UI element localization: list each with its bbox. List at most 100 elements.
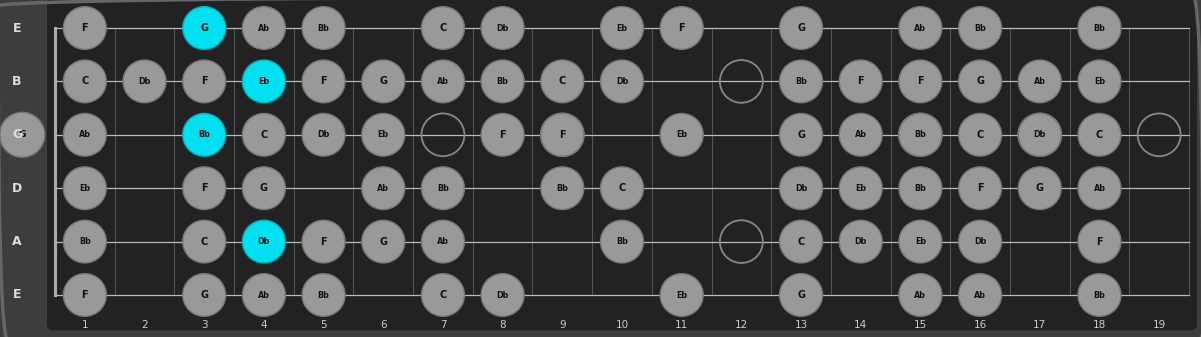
Text: Eb: Eb — [915, 237, 926, 246]
Ellipse shape — [64, 114, 107, 156]
Text: F: F — [679, 23, 685, 33]
Ellipse shape — [183, 274, 226, 316]
Text: G: G — [259, 183, 268, 193]
Text: Db: Db — [795, 184, 807, 193]
Text: Eb: Eb — [258, 77, 269, 86]
Text: Db: Db — [138, 77, 150, 86]
Text: Db: Db — [974, 237, 986, 246]
Ellipse shape — [303, 220, 345, 263]
Text: 6: 6 — [380, 320, 387, 330]
Ellipse shape — [64, 220, 107, 263]
Ellipse shape — [958, 167, 1002, 210]
Text: Bb: Bb — [79, 237, 91, 246]
Ellipse shape — [1018, 114, 1062, 156]
Ellipse shape — [482, 60, 524, 103]
Text: Bb: Bb — [497, 77, 508, 86]
Text: C: C — [201, 237, 208, 247]
Text: Bb: Bb — [317, 24, 329, 32]
Text: 1: 1 — [82, 320, 88, 330]
Text: C: C — [558, 76, 566, 86]
Ellipse shape — [303, 7, 345, 49]
Text: 13: 13 — [794, 320, 808, 330]
Ellipse shape — [958, 60, 1002, 103]
Ellipse shape — [243, 220, 286, 263]
Text: Ab: Ab — [1093, 184, 1105, 193]
Text: C: C — [82, 76, 89, 86]
Text: F: F — [201, 76, 208, 86]
Ellipse shape — [183, 114, 226, 156]
Ellipse shape — [779, 114, 823, 156]
Text: Bb: Bb — [1094, 24, 1105, 32]
Ellipse shape — [898, 220, 942, 263]
Ellipse shape — [482, 114, 524, 156]
Ellipse shape — [1078, 220, 1121, 263]
Ellipse shape — [1078, 60, 1121, 103]
Ellipse shape — [898, 7, 942, 49]
Text: Ab: Ab — [1034, 77, 1046, 86]
Ellipse shape — [0, 112, 44, 157]
Ellipse shape — [422, 60, 465, 103]
Ellipse shape — [600, 7, 644, 49]
Text: C: C — [797, 237, 805, 247]
Text: G: G — [797, 290, 805, 300]
Ellipse shape — [779, 7, 823, 49]
Text: 5: 5 — [321, 320, 327, 330]
Text: F: F — [201, 183, 208, 193]
Text: Db: Db — [258, 237, 270, 246]
Text: Bb: Bb — [198, 130, 210, 139]
Ellipse shape — [1078, 7, 1121, 49]
Text: 8: 8 — [500, 320, 506, 330]
Text: Eb: Eb — [1094, 77, 1105, 86]
Text: F: F — [321, 76, 327, 86]
Text: F: F — [918, 76, 924, 86]
Ellipse shape — [362, 167, 405, 210]
Text: F: F — [500, 130, 506, 140]
Text: Db: Db — [317, 130, 330, 139]
Text: Bb: Bb — [556, 184, 568, 193]
Text: G: G — [201, 290, 208, 300]
Ellipse shape — [839, 114, 883, 156]
Text: G: G — [797, 130, 805, 140]
Text: Ab: Ab — [377, 184, 389, 193]
Ellipse shape — [540, 167, 584, 210]
Text: F: F — [976, 183, 984, 193]
Text: E: E — [13, 288, 22, 302]
Ellipse shape — [661, 274, 703, 316]
Ellipse shape — [1078, 167, 1121, 210]
Ellipse shape — [183, 220, 226, 263]
Ellipse shape — [958, 274, 1002, 316]
Text: 18: 18 — [1093, 320, 1106, 330]
Ellipse shape — [243, 167, 286, 210]
Text: Eb: Eb — [676, 290, 687, 300]
Text: Ab: Ab — [437, 237, 449, 246]
Text: 2: 2 — [142, 320, 148, 330]
Text: C: C — [619, 183, 626, 193]
Ellipse shape — [183, 7, 226, 49]
Text: C: C — [976, 130, 984, 140]
Ellipse shape — [243, 7, 286, 49]
Ellipse shape — [1078, 114, 1121, 156]
Ellipse shape — [482, 7, 524, 49]
Ellipse shape — [243, 274, 286, 316]
Text: Bb: Bb — [1094, 290, 1105, 300]
Text: Db: Db — [1034, 130, 1046, 139]
Ellipse shape — [540, 114, 584, 156]
Text: C: C — [1095, 130, 1103, 140]
Ellipse shape — [958, 114, 1002, 156]
Text: 4: 4 — [261, 320, 267, 330]
Ellipse shape — [779, 60, 823, 103]
Text: G: G — [797, 23, 805, 33]
Text: Db: Db — [496, 24, 509, 32]
Ellipse shape — [600, 220, 644, 263]
Text: F: F — [1097, 237, 1103, 247]
Text: C: C — [440, 23, 447, 33]
Ellipse shape — [64, 274, 107, 316]
Ellipse shape — [898, 167, 942, 210]
Text: Ab: Ab — [79, 130, 91, 139]
Text: F: F — [858, 76, 864, 86]
Text: 10: 10 — [615, 320, 628, 330]
Ellipse shape — [839, 60, 883, 103]
Text: 17: 17 — [1033, 320, 1046, 330]
Text: Bb: Bb — [914, 184, 926, 193]
Text: 16: 16 — [974, 320, 987, 330]
